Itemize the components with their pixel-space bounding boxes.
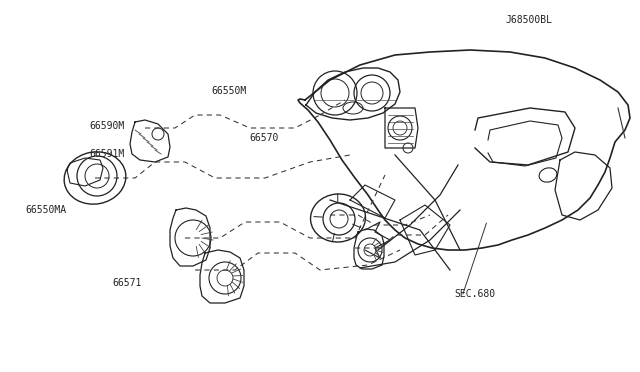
Text: 66550M: 66550M (211, 86, 246, 96)
Text: 66590M: 66590M (90, 122, 125, 131)
Text: 66591M: 66591M (90, 150, 125, 159)
Text: J68500BL: J68500BL (506, 16, 552, 25)
Text: 66570: 66570 (250, 133, 279, 142)
Text: 66550MA: 66550MA (26, 205, 67, 215)
Text: 66571: 66571 (112, 278, 141, 288)
Text: SEC.680: SEC.680 (454, 289, 495, 299)
